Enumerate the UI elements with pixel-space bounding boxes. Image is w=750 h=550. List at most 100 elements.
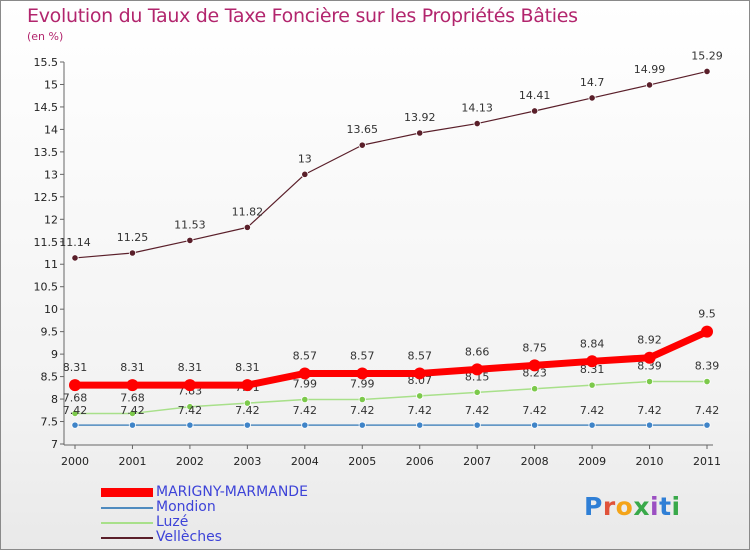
data-label-luz-: 8.23 [522, 367, 547, 380]
data-point-luz- [588, 381, 596, 389]
data-label-marigny-marmande: 8.31 [178, 361, 203, 374]
data-label-vell-ches: 11.53 [174, 218, 206, 231]
y-tick-label: 10 [44, 303, 58, 316]
data-label-vell-ches: 13.65 [347, 123, 379, 136]
data-label-marigny-marmande: 8.66 [465, 345, 490, 358]
data-point-vell-ches [301, 170, 309, 178]
data-label-mondion: 7.42 [637, 404, 662, 417]
data-point-luz- [531, 385, 539, 393]
data-label-vell-ches: 15.29 [691, 49, 723, 62]
legend-item-mondion: Mondion [101, 500, 308, 515]
data-point-vell-ches [186, 236, 194, 245]
y-tick-label: 7.5 [41, 416, 59, 429]
data-point-vell-ches [243, 223, 251, 231]
data-point-marigny-marmande [298, 367, 311, 380]
data-point-marigny-marmande [241, 379, 254, 392]
y-tick-label: 9.5 [41, 326, 59, 339]
data-label-luz-: 7.99 [350, 378, 375, 391]
y-tick-label: 7 [51, 438, 58, 451]
x-tick-label: 2010 [636, 455, 664, 468]
y-tick-label: 12.5 [34, 191, 59, 204]
data-label-mondion: 7.42 [350, 404, 375, 417]
legend-label-mondion: Mondion [156, 499, 216, 515]
x-tick-label: 2004 [291, 455, 319, 468]
data-point-mondion [645, 421, 654, 429]
legend-item-luze: Luzé [101, 515, 308, 530]
data-label-marigny-marmande: 8.57 [407, 349, 432, 362]
data-point-vell-ches [703, 67, 711, 76]
data-label-luz-: 7.99 [293, 378, 318, 391]
y-tick-label: 8.5 [41, 371, 59, 384]
legend-label-marigny-marmande: MARIGNY-MARMANDE [156, 484, 308, 500]
legend-swatch-mondion [101, 506, 153, 509]
data-label-mondion: 7.42 [178, 404, 203, 417]
data-point-luz- [473, 388, 481, 396]
data-point-mondion [473, 421, 481, 429]
data-label-vell-ches: 14.7 [580, 76, 605, 89]
data-label-marigny-marmande: 8.75 [522, 341, 547, 354]
data-point-mondion [358, 421, 366, 429]
data-point-marigny-marmande [183, 379, 196, 392]
data-label-mondion: 7.42 [580, 404, 605, 417]
data-label-luz-: 7.68 [63, 391, 88, 404]
y-tick-label: 11 [44, 258, 58, 271]
data-point-mondion [531, 421, 539, 429]
legend-swatch-luze [101, 521, 153, 524]
series-line-marigny-marmande [75, 328, 709, 389]
x-tick-label: 2009 [578, 455, 606, 468]
data-point-marigny-marmande [413, 367, 426, 380]
data-point-marigny-marmande [586, 355, 599, 368]
data-label-vell-ches: 13.92 [404, 111, 436, 124]
data-label-mondion: 7.42 [235, 404, 260, 417]
x-tick-label: 2001 [118, 455, 146, 468]
data-point-mondion [128, 421, 137, 429]
y-tick-label: 13.5 [34, 146, 59, 159]
data-label-mondion: 7.42 [63, 404, 88, 417]
data-label-vell-ches: 14.99 [634, 63, 666, 76]
data-label-vell-ches: 11.25 [117, 231, 149, 244]
data-label-luz-: 8.15 [465, 370, 490, 383]
x-tick-label: 2007 [463, 455, 491, 468]
data-point-mondion [301, 421, 309, 429]
data-point-marigny-marmande [643, 351, 656, 364]
series-line-vell-ches [74, 70, 708, 259]
data-label-luz-: 7.68 [120, 391, 145, 404]
data-label-mondion: 7.42 [695, 404, 720, 417]
data-point-vell-ches [416, 129, 424, 137]
data-point-vell-ches [128, 249, 137, 257]
data-label-marigny-marmande: 8.92 [637, 334, 662, 347]
data-label-vell-ches: 13 [298, 152, 312, 165]
data-label-marigny-marmande: 8.57 [350, 349, 375, 362]
data-point-luz- [71, 409, 79, 418]
y-tick-label: 15 [44, 78, 58, 91]
x-tick-label: 2003 [233, 455, 261, 468]
y-tick-label: 8 [51, 393, 58, 406]
y-tick-label: 14.5 [34, 101, 59, 114]
data-point-vell-ches [645, 81, 654, 89]
data-label-mondion: 7.42 [522, 404, 547, 417]
x-tick-label: 2008 [521, 455, 549, 468]
data-point-marigny-marmande [528, 359, 541, 372]
y-tick-label: 13 [44, 168, 58, 181]
data-point-luz- [301, 395, 309, 404]
data-point-luz- [358, 395, 366, 404]
data-point-luz- [645, 377, 654, 386]
data-label-luz-: 8.31 [580, 363, 605, 376]
data-point-marigny-marmande [126, 379, 139, 392]
y-tick-label: 14 [44, 123, 58, 136]
data-point-luz- [703, 377, 711, 386]
data-point-mondion [588, 421, 596, 429]
data-point-marigny-marmande [69, 379, 81, 392]
proxiti-logo: Proxiti [584, 492, 681, 521]
data-label-vell-ches: 14.41 [519, 89, 551, 102]
x-tick-label: 2005 [348, 455, 376, 468]
y-tick-label: 15.5 [34, 56, 59, 69]
x-tick-label: 2000 [61, 455, 89, 468]
data-point-marigny-marmande [471, 363, 484, 376]
legend-swatch-velleches [101, 536, 153, 539]
data-point-vell-ches [531, 107, 539, 115]
data-label-marigny-marmande: 8.84 [580, 337, 605, 350]
data-point-luz- [416, 392, 424, 400]
data-label-marigny-marmande: 9.5 [698, 308, 716, 321]
legend-item-velleches: Vellèches [101, 530, 308, 545]
